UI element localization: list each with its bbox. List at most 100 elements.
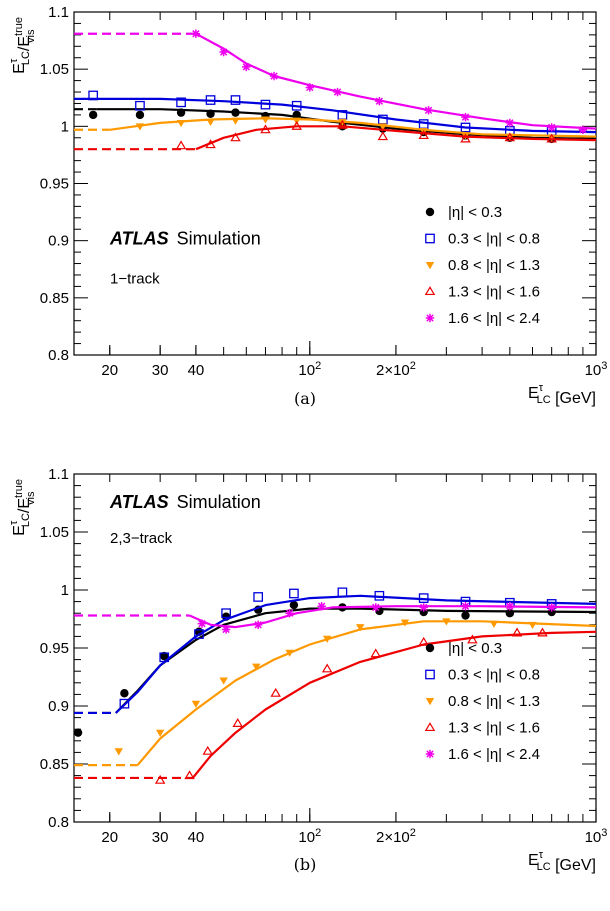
x-axis-label: Eτ LC [GeV]	[528, 382, 596, 407]
fit-curve	[74, 97, 597, 134]
y-tick-label: 1.05	[40, 61, 69, 78]
data-point	[292, 110, 301, 120]
plot-frame	[73, 11, 597, 356]
data-point	[333, 87, 342, 97]
data-point	[322, 635, 332, 643]
x-tick-label: 102	[298, 827, 321, 846]
y-tick-label: 0.8	[48, 814, 69, 831]
x-tick-label: 20	[101, 829, 118, 846]
data-point	[377, 131, 389, 141]
data-point	[461, 602, 470, 611]
data-point	[337, 119, 348, 129]
data-point	[260, 99, 271, 110]
data-point	[155, 729, 165, 737]
x-tick-label: 102	[298, 360, 321, 379]
data-point	[253, 592, 264, 602]
data-point	[321, 663, 333, 673]
y-axis-label: EτLC/Etruevis	[8, 17, 37, 74]
data-point	[370, 648, 382, 658]
y-tick-label: 0.9	[48, 698, 69, 715]
x-axis-label: Eτ LC [GeV]	[528, 849, 596, 874]
legend-entry: 1.3 < |η| < 1.6	[448, 284, 540, 301]
data-point	[252, 663, 261, 671]
x-tick-label: 40	[188, 829, 205, 846]
data-point	[418, 130, 429, 140]
data-point	[88, 110, 98, 120]
x-tick-label: 2×102	[376, 360, 416, 379]
legend-entry: 0.3 < |η| < 0.8	[448, 667, 540, 684]
data-point	[460, 122, 471, 133]
legend-marker	[425, 698, 435, 706]
legend-entry: |η| < 0.3	[448, 640, 502, 657]
data-point	[191, 29, 201, 38]
atlas-label: ATLAS Simulation	[109, 492, 261, 512]
data-point	[206, 118, 215, 126]
data-point	[232, 718, 243, 727]
y-tick-label: 1.1	[48, 466, 69, 483]
data-point	[114, 748, 123, 756]
data-point	[205, 139, 216, 149]
legend-entry: 1.6 < |η| < 2.4	[448, 310, 540, 327]
data-point	[202, 745, 214, 755]
legend-marker	[425, 669, 435, 680]
data-point	[176, 97, 186, 108]
data-point	[378, 123, 388, 131]
data-point	[160, 651, 169, 661]
data-point	[285, 649, 294, 657]
data-point	[289, 600, 299, 610]
data-point	[317, 602, 326, 611]
fit-curve	[115, 594, 597, 714]
data-point	[547, 123, 556, 132]
data-point	[135, 100, 145, 111]
y-tick-label: 0.95	[40, 176, 69, 193]
data-point	[374, 590, 385, 601]
data-point	[194, 629, 204, 639]
data-point	[400, 619, 410, 627]
series-5	[74, 29, 597, 134]
series-5	[74, 602, 597, 634]
data-point	[505, 602, 515, 611]
legend-marker	[425, 749, 435, 759]
x-tick-label: 40	[188, 362, 205, 379]
x-tick-label: 103	[585, 360, 608, 379]
panel-caption: (a)	[294, 389, 316, 408]
data-point	[461, 112, 470, 122]
data-point	[73, 728, 83, 737]
series-3	[74, 116, 597, 142]
x-tick-label: 2×102	[376, 827, 416, 846]
data-point	[528, 621, 537, 629]
data-point	[205, 95, 216, 105]
y-axis-label: EτLC/Etruevis	[8, 479, 37, 536]
data-point	[242, 62, 251, 72]
x-tick-label: 20	[101, 362, 118, 379]
track-category-label: 1−track	[110, 271, 160, 288]
data-point	[191, 700, 201, 708]
data-point	[489, 620, 499, 628]
data-point	[418, 636, 429, 646]
data-point	[505, 609, 515, 618]
data-point	[253, 620, 263, 629]
data-point	[135, 110, 145, 120]
data-point	[285, 609, 294, 618]
legend-entry: 0.8 < |η| < 1.3	[448, 257, 540, 274]
data-point	[270, 687, 281, 697]
data-point	[546, 133, 557, 143]
series-2	[74, 587, 597, 715]
legend-entry: 1.6 < |η| < 2.4	[448, 746, 540, 763]
track-category-label: 2,3−track	[110, 530, 173, 547]
data-point	[197, 619, 207, 628]
legend: |η| < 0.3 0.3 < |η| < 0.8 0.8 < |η| < 1.3 1…	[424, 640, 540, 763]
series-3	[74, 618, 597, 767]
data-point	[578, 125, 588, 134]
data-point	[547, 603, 556, 612]
data-point	[184, 770, 195, 780]
data-point	[260, 124, 271, 134]
data-point	[154, 774, 166, 784]
legend-marker	[425, 262, 435, 270]
data-point	[120, 689, 129, 698]
legend-entry: 0.3 < |η| < 0.8	[448, 231, 540, 248]
data-point	[291, 120, 302, 130]
legend-marker	[425, 233, 435, 244]
legend-marker	[424, 722, 436, 732]
data-point	[338, 118, 347, 126]
